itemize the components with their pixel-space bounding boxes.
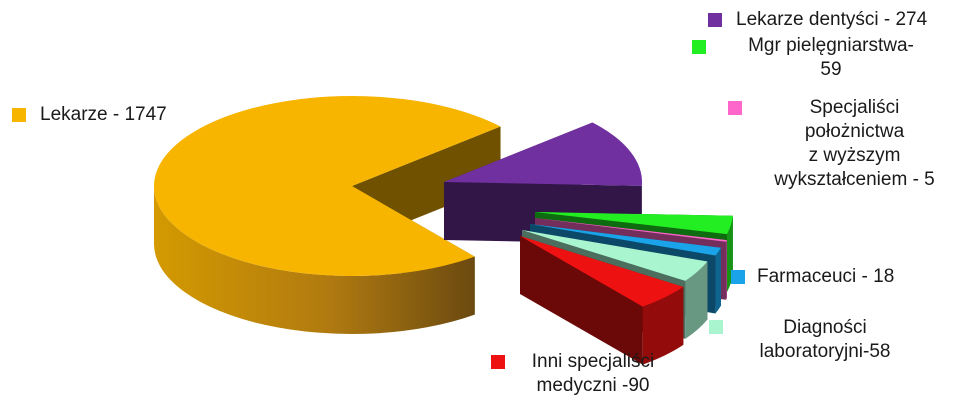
slice-label-mgr_piel: Mgr pielęgniarstwa- 59 [716, 34, 946, 82]
slice-label-farm: Farmaceuci - 18 [757, 265, 894, 289]
slice-wall-diag [685, 261, 708, 339]
slice-label-line: Mgr pielęgniarstwa- [748, 35, 914, 56]
slice-top-farm [530, 224, 721, 256]
slice-side-inni [520, 236, 643, 365]
slice-label-inni: Inni specjaliści medyczni -90 [513, 350, 673, 398]
slice-inni [520, 236, 684, 365]
slice-label-polozn: Specjaliści położnictwa z wyższym wykształc… [742, 96, 967, 192]
slice-wall-inni [642, 286, 684, 365]
slice-wall-lekarze [154, 186, 475, 334]
legend-swatch-inni [491, 355, 505, 369]
slice-label-line: z wyższym [808, 145, 901, 166]
slice-label-line: Diagności [783, 317, 867, 338]
slice-label-dentysci: Lekarze dentyści - 274 [736, 8, 927, 32]
slice-label-line: Inni specjaliści [531, 351, 655, 372]
slice-label-line: położnictwa [804, 121, 905, 142]
slice-label-diag: Diagności laboratoryjni-58 [736, 316, 914, 364]
slice-label-line: Specjaliści [809, 97, 900, 118]
slice-top-diag [522, 230, 708, 281]
slice-wall-polozn [725, 240, 727, 300]
slice-top-lekarze [153, 95, 501, 276]
slice-label-line: medyczni -90 [536, 375, 650, 396]
legend-swatch-farm [731, 270, 745, 284]
legend-swatch-dentysci [708, 13, 722, 27]
slice-label-lekarze: Lekarze - 1747 [40, 103, 167, 127]
slice-wall-farm [715, 247, 721, 314]
slice-top-polozn [535, 218, 727, 242]
slice-top-mgr_piel [535, 212, 733, 235]
slice-lekarze [153, 95, 501, 334]
slice-label-line: Lekarze - 1747 [40, 104, 167, 125]
pie-slices [153, 95, 733, 365]
legend-swatch-lekarze [12, 108, 26, 122]
slice-label-line: 59 [820, 59, 842, 80]
legend-swatch-mgr_piel [692, 40, 706, 54]
slice-label-line: wykształceniem - 5 [774, 169, 935, 190]
slice-label-line: Lekarze dentyści - 274 [736, 9, 928, 30]
slice-top-dentysci [444, 122, 643, 186]
slice-top-inni [520, 236, 684, 307]
legend-swatch-polozn [728, 101, 742, 115]
legend-swatch-diag [709, 320, 723, 334]
slice-label-line: Farmaceuci - 18 [757, 266, 895, 287]
slice-label-line: laboratoryjni-58 [759, 341, 891, 362]
